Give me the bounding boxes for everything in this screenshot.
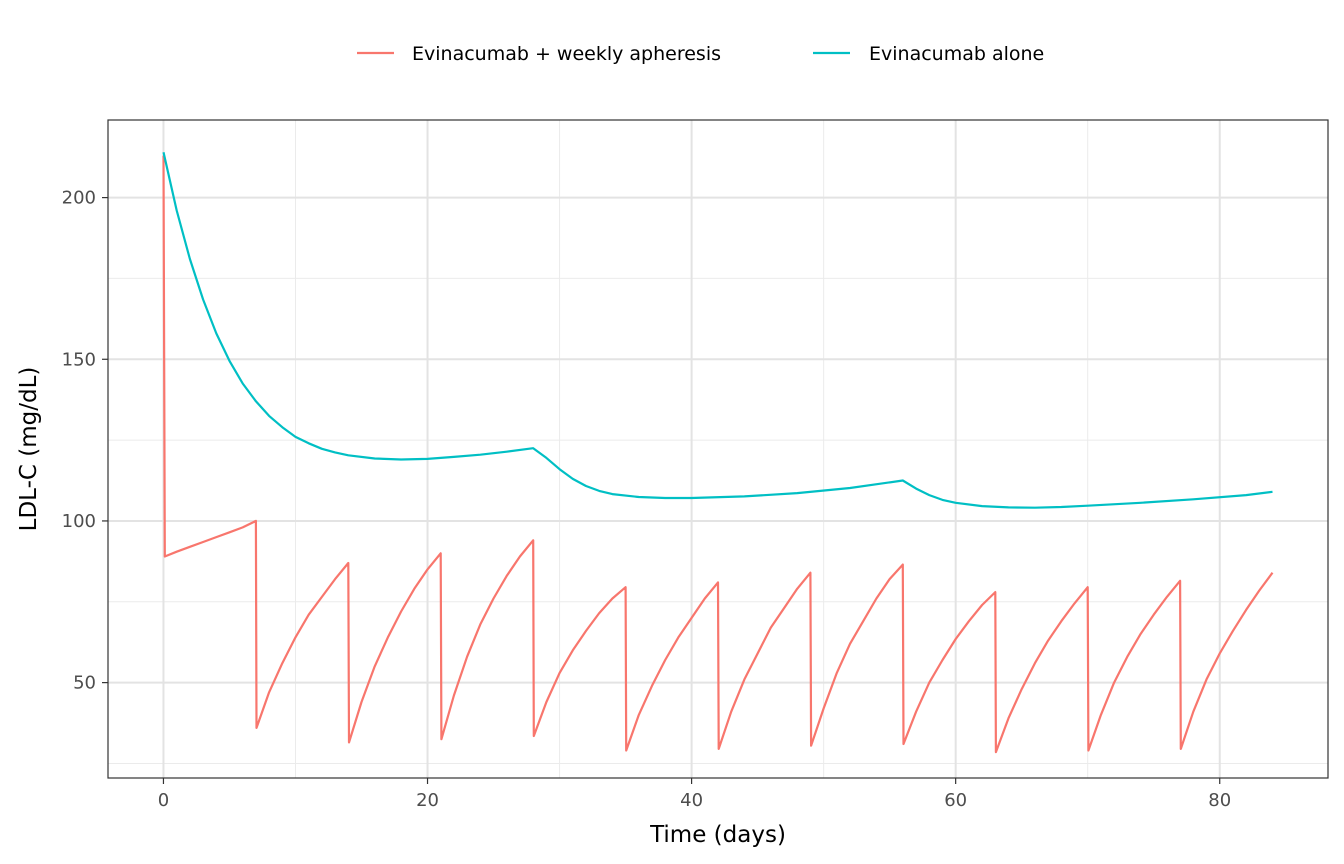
series-line-apheresis: [162, 155, 1274, 754]
y-tick-label: 50: [73, 673, 96, 694]
y-tick-label: 100: [62, 511, 96, 532]
x-tick-label: 80: [1208, 790, 1231, 811]
x-tick-label: 40: [680, 790, 703, 811]
x-tick-label: 0: [158, 790, 169, 811]
legend-label-alone: Evinacumab alone: [869, 43, 1044, 65]
panel-border: [107, 119, 1329, 779]
series-lines: [162, 152, 1274, 754]
y-tick-label: 200: [62, 188, 96, 209]
y-tick-label: 150: [62, 349, 96, 370]
x-axis-title: Time (days): [649, 822, 786, 848]
axis-ticks: 0 20 40 60 80 50 100 150 200: [62, 188, 1232, 811]
series-line-alone: [162, 152, 1273, 509]
legend-label-apheresis: Evinacumab + weekly apheresis: [412, 43, 721, 65]
y-axis-title: LDL-C (mg/dL): [16, 367, 42, 532]
legend: Evinacumab + weekly apheresis Evinacumab…: [357, 43, 1044, 65]
x-tick-label: 20: [416, 790, 439, 811]
x-tick-label: 60: [944, 790, 967, 811]
